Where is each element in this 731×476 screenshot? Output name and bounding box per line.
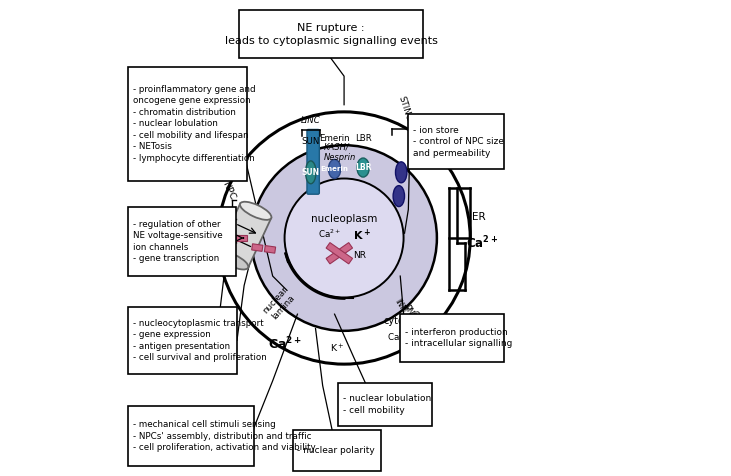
Text: - nuclear polarity: - nuclear polarity [298, 446, 375, 455]
Text: cytoplasm: cytoplasm [383, 316, 433, 327]
Text: SUN: SUN [302, 168, 320, 177]
Text: INM: INM [393, 297, 409, 314]
Bar [129, 207, 236, 276]
Text: $\mathbf{Ca^{2+}}$: $\mathbf{Ca^{2+}}$ [268, 336, 301, 352]
Text: - interferon production
- intracellular signalling: - interferon production - intracellular … [404, 328, 512, 348]
Text: NPC: NPC [221, 180, 237, 201]
Ellipse shape [395, 162, 407, 183]
Polygon shape [251, 244, 263, 251]
Circle shape [284, 178, 404, 298]
Text: K$^+$: K$^+$ [330, 342, 344, 355]
Text: nuclear
lamina: nuclear lamina [261, 285, 297, 322]
Ellipse shape [393, 186, 404, 207]
Text: nucleoplasm: nucleoplasm [311, 214, 377, 224]
Text: $\mathbf{K^+}$: $\mathbf{K^+}$ [353, 228, 371, 243]
Text: - nucleocytoplasmic transport
- gene expression
- antigen presentation
- cell su: - nucleocytoplasmic transport - gene exp… [133, 318, 267, 362]
Text: PNS: PNS [401, 304, 417, 322]
Ellipse shape [328, 159, 341, 178]
FancyBboxPatch shape [307, 129, 319, 194]
Text: ER: ER [472, 211, 485, 222]
Text: LBR: LBR [355, 163, 371, 172]
Polygon shape [217, 204, 271, 268]
Text: - mechanical cell stimuli sensing
- NPCs' assembly, distribution and traffic
- c: - mechanical cell stimuli sensing - NPCs… [133, 420, 316, 452]
Text: ion
channels: ion channels [186, 229, 227, 248]
Circle shape [251, 145, 437, 331]
Text: LBR: LBR [355, 134, 371, 143]
Polygon shape [326, 243, 352, 264]
Ellipse shape [217, 251, 249, 269]
Bar [129, 307, 237, 374]
Text: $\mathbf{K^+}$: $\mathbf{K^+}$ [422, 334, 441, 349]
Bar [129, 67, 246, 181]
Text: NR: NR [354, 251, 367, 260]
Text: - regulation of other
NE voltage-sensitive
ion channels
- gene transcription: - regulation of other NE voltage-sensiti… [133, 220, 223, 263]
Text: SUN: SUN [301, 137, 319, 146]
Text: Emerin: Emerin [321, 166, 349, 172]
Circle shape [218, 112, 470, 364]
Text: - ion store
- control of NPC size
and permeability: - ion store - control of NPC size and pe… [413, 126, 504, 158]
Ellipse shape [357, 158, 369, 177]
Bar [292, 430, 381, 471]
Polygon shape [224, 235, 234, 241]
Text: STING: STING [396, 95, 413, 123]
Text: Ca$^{2+}$: Ca$^{2+}$ [387, 331, 410, 343]
Ellipse shape [240, 202, 271, 220]
Text: $\mathbf{Ca^{2+}}$: $\mathbf{Ca^{2+}}$ [466, 235, 498, 251]
Text: Emerin: Emerin [319, 134, 350, 143]
Text: LINC: LINC [301, 116, 321, 125]
Text: NE rupture :
leads to cytoplasmic signalling events: NE rupture : leads to cytoplasmic signal… [224, 23, 437, 46]
Polygon shape [236, 235, 247, 241]
Polygon shape [265, 246, 276, 253]
Text: ONM: ONM [409, 309, 427, 330]
Text: - nuclear lobulation
- cell mobility: - nuclear lobulation - cell mobility [343, 395, 431, 415]
Bar [129, 406, 254, 466]
Text: - proinflammatory gene and
oncogene gene expression
- chromatin distribution
- n: - proinflammatory gene and oncogene gene… [133, 85, 256, 163]
Bar [400, 314, 504, 362]
Text: KASH/
Nesprin: KASH/ Nesprin [324, 143, 356, 162]
Polygon shape [326, 243, 352, 264]
Bar [239, 10, 423, 58]
Bar [338, 383, 432, 426]
Bar [409, 114, 504, 169]
Ellipse shape [306, 161, 316, 184]
Text: Ca$^{2+}$: Ca$^{2+}$ [318, 228, 341, 240]
